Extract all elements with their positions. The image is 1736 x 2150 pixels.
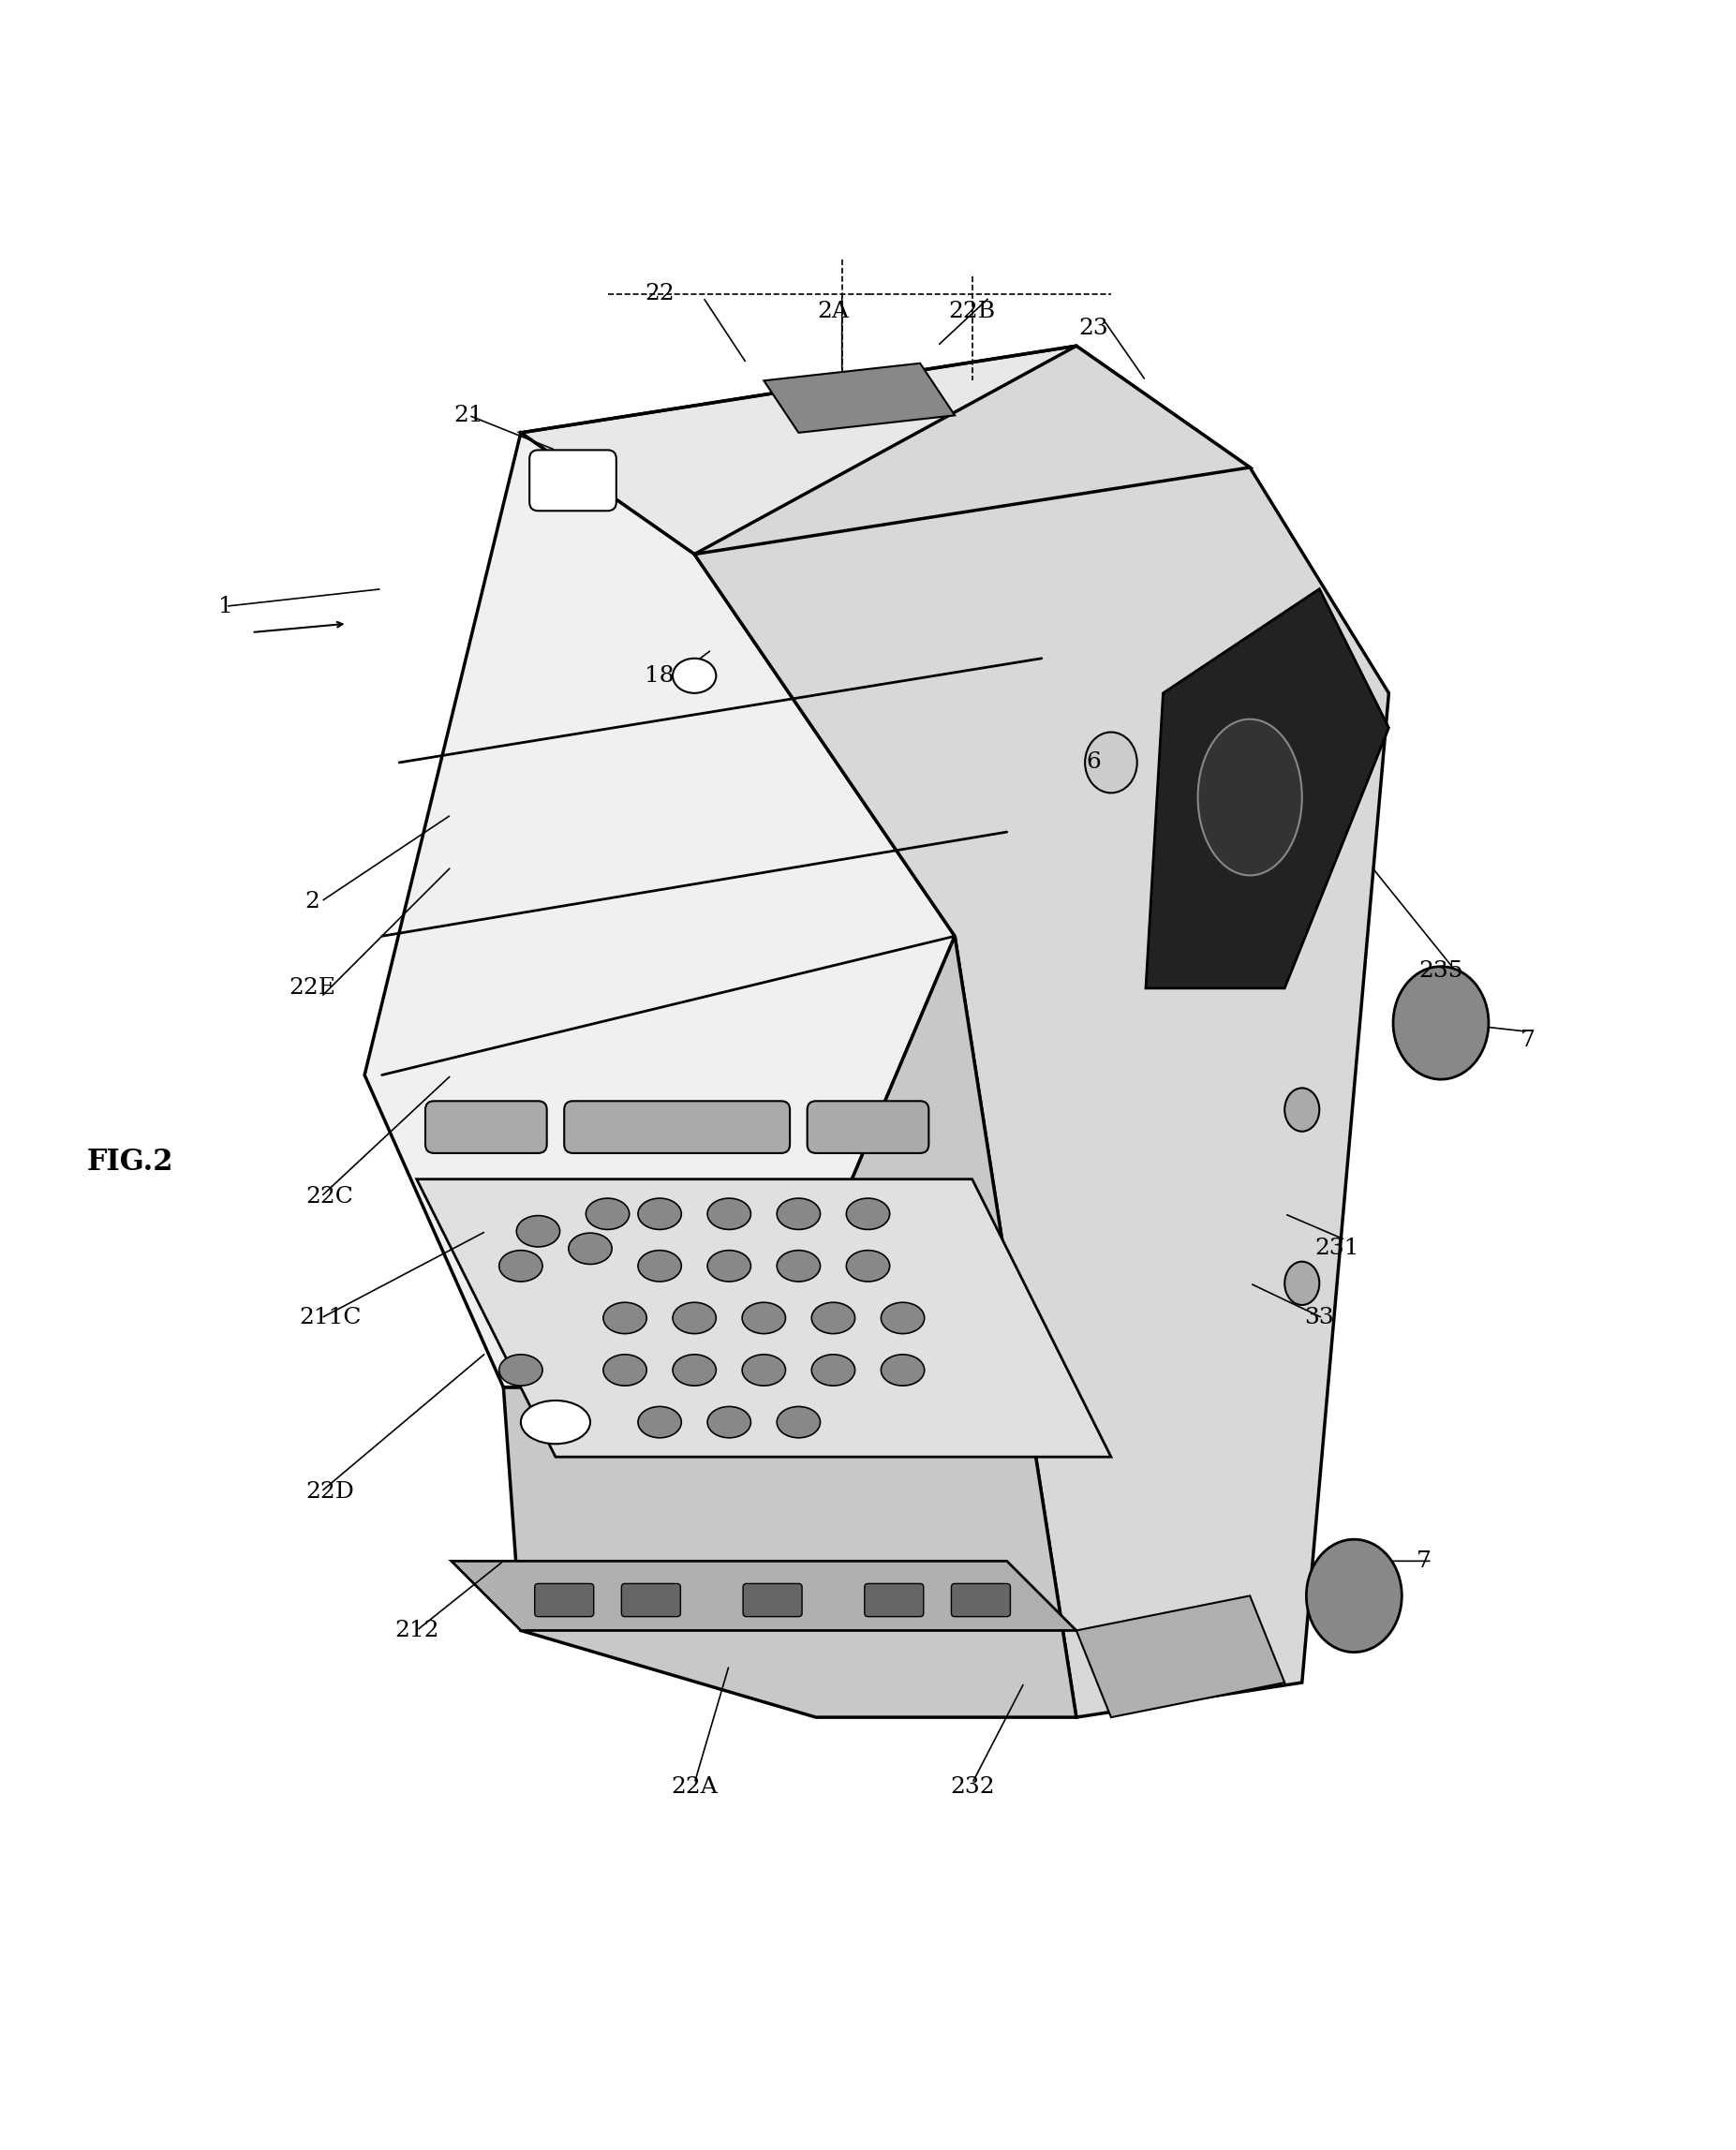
Ellipse shape	[639, 1406, 681, 1438]
Text: 23: 23	[1078, 318, 1109, 340]
Text: 211C: 211C	[299, 1307, 361, 1329]
Ellipse shape	[882, 1303, 925, 1333]
Ellipse shape	[604, 1354, 646, 1387]
FancyBboxPatch shape	[951, 1585, 1010, 1617]
Ellipse shape	[500, 1354, 542, 1387]
Ellipse shape	[639, 1198, 681, 1230]
Polygon shape	[1146, 589, 1389, 989]
Text: 22C: 22C	[306, 1187, 354, 1208]
Ellipse shape	[743, 1303, 786, 1333]
Ellipse shape	[674, 1354, 717, 1387]
FancyBboxPatch shape	[743, 1585, 802, 1617]
Polygon shape	[764, 363, 955, 432]
Ellipse shape	[778, 1406, 821, 1438]
Text: FIG.2: FIG.2	[87, 1148, 174, 1176]
Ellipse shape	[811, 1354, 854, 1387]
Text: 18: 18	[644, 664, 675, 686]
Polygon shape	[521, 346, 1250, 555]
FancyBboxPatch shape	[621, 1585, 681, 1617]
Ellipse shape	[811, 1303, 854, 1333]
Ellipse shape	[604, 1303, 646, 1333]
Ellipse shape	[1307, 1539, 1403, 1651]
Text: 7: 7	[1417, 1550, 1430, 1572]
FancyBboxPatch shape	[865, 1585, 924, 1617]
Ellipse shape	[847, 1198, 891, 1230]
Text: 212: 212	[394, 1619, 439, 1640]
Text: 22E: 22E	[290, 978, 335, 1000]
Text: 232: 232	[950, 1776, 995, 1797]
Text: 2: 2	[306, 890, 319, 912]
Ellipse shape	[778, 1198, 821, 1230]
Text: 2A: 2A	[818, 301, 849, 322]
FancyBboxPatch shape	[535, 1585, 594, 1617]
Text: 33: 33	[1304, 1307, 1335, 1329]
Ellipse shape	[500, 1251, 542, 1281]
Polygon shape	[694, 346, 1389, 1718]
Ellipse shape	[1285, 1262, 1319, 1305]
Ellipse shape	[708, 1406, 750, 1438]
Polygon shape	[1076, 1595, 1285, 1718]
Text: 22A: 22A	[672, 1776, 717, 1797]
FancyBboxPatch shape	[425, 1101, 547, 1152]
Text: 6: 6	[1087, 752, 1101, 774]
Ellipse shape	[521, 1400, 590, 1445]
Text: 22B: 22B	[948, 301, 996, 322]
Ellipse shape	[569, 1232, 613, 1264]
Text: 22: 22	[644, 284, 675, 305]
Text: 21: 21	[453, 404, 484, 426]
Ellipse shape	[847, 1251, 891, 1281]
Text: 231: 231	[1314, 1238, 1359, 1260]
Ellipse shape	[674, 658, 717, 692]
Ellipse shape	[517, 1215, 559, 1247]
Ellipse shape	[585, 1198, 628, 1230]
Ellipse shape	[743, 1354, 786, 1387]
Ellipse shape	[639, 1251, 681, 1281]
Text: 1: 1	[219, 596, 233, 617]
Polygon shape	[503, 935, 1076, 1718]
Text: 22D: 22D	[306, 1481, 354, 1503]
FancyBboxPatch shape	[529, 449, 616, 512]
Ellipse shape	[1198, 718, 1302, 875]
Ellipse shape	[535, 1406, 576, 1438]
Ellipse shape	[778, 1251, 821, 1281]
FancyBboxPatch shape	[807, 1101, 929, 1152]
Ellipse shape	[708, 1198, 750, 1230]
Polygon shape	[365, 432, 955, 1387]
Text: 7: 7	[1521, 1030, 1535, 1051]
Text: 235: 235	[1418, 961, 1463, 983]
Ellipse shape	[882, 1354, 925, 1387]
Ellipse shape	[708, 1251, 750, 1281]
Ellipse shape	[1285, 1088, 1319, 1131]
Ellipse shape	[1392, 968, 1489, 1079]
Ellipse shape	[674, 1303, 717, 1333]
Ellipse shape	[1085, 733, 1137, 793]
Polygon shape	[417, 1178, 1111, 1458]
Polygon shape	[451, 1561, 1076, 1630]
FancyBboxPatch shape	[564, 1101, 790, 1152]
